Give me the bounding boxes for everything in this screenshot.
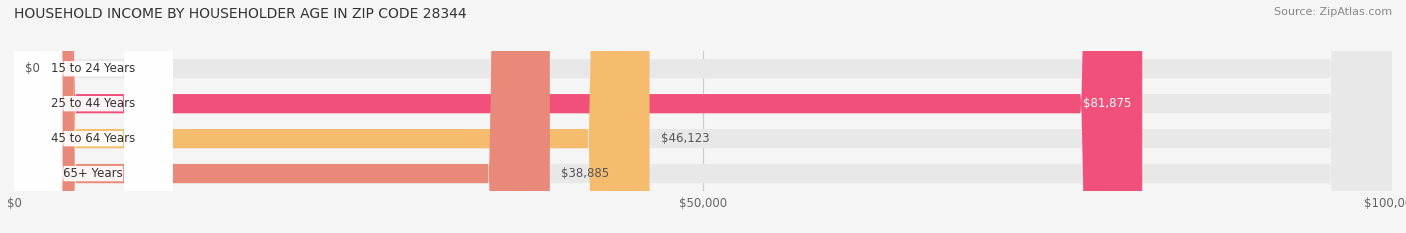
FancyBboxPatch shape [14, 0, 1392, 233]
Text: $81,875: $81,875 [1083, 97, 1132, 110]
FancyBboxPatch shape [14, 0, 650, 233]
FancyBboxPatch shape [14, 0, 173, 233]
Text: Source: ZipAtlas.com: Source: ZipAtlas.com [1274, 7, 1392, 17]
Text: 25 to 44 Years: 25 to 44 Years [51, 97, 135, 110]
Text: 45 to 64 Years: 45 to 64 Years [51, 132, 135, 145]
Text: $38,885: $38,885 [561, 167, 609, 180]
Text: 15 to 24 Years: 15 to 24 Years [51, 62, 135, 75]
FancyBboxPatch shape [14, 0, 550, 233]
FancyBboxPatch shape [14, 0, 173, 233]
Text: $46,123: $46,123 [661, 132, 709, 145]
FancyBboxPatch shape [14, 0, 1392, 233]
FancyBboxPatch shape [14, 0, 173, 233]
FancyBboxPatch shape [14, 0, 1142, 233]
Text: $0: $0 [25, 62, 39, 75]
FancyBboxPatch shape [14, 0, 1392, 233]
Text: HOUSEHOLD INCOME BY HOUSEHOLDER AGE IN ZIP CODE 28344: HOUSEHOLD INCOME BY HOUSEHOLDER AGE IN Z… [14, 7, 467, 21]
FancyBboxPatch shape [14, 0, 1392, 233]
Text: 65+ Years: 65+ Years [63, 167, 124, 180]
FancyBboxPatch shape [14, 0, 173, 233]
